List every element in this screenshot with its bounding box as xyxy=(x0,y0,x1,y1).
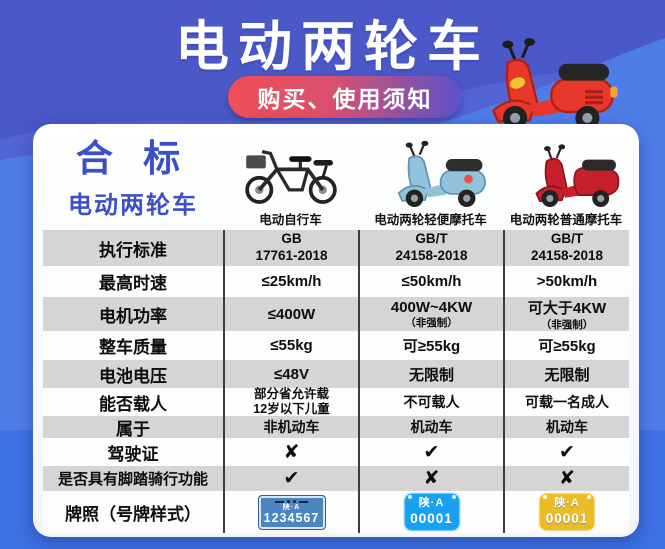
row-drivers-license: 驾驶证 ✘ ✔ ✔ xyxy=(43,438,629,466)
plate-serial: 00001 xyxy=(410,510,453,526)
cell-weight-ebike: ≤55kg xyxy=(223,331,358,360)
cell-speed-moped: ≤50km/h xyxy=(358,266,503,297)
plate-region: 陕·A xyxy=(554,497,580,510)
cell-note: （非强制） xyxy=(405,316,458,329)
badge-line2: 电动两轮车 xyxy=(68,191,198,219)
cell-standard-ebike: GB 17761-2018 xyxy=(223,230,358,266)
cell-passenger-motorcycle: 可载一名成人 xyxy=(503,388,629,416)
plate-screw xyxy=(407,495,412,499)
row-label: 能否载人 xyxy=(99,394,167,414)
row-category: 属于 非机动车 机动车 机动车 xyxy=(43,416,629,439)
comparison-table: 执行标准 GB 17761-2018 GB/T 24158-2018 GB/T … xyxy=(43,230,629,533)
vehicle-column-ebike: 电动自行车 xyxy=(223,130,358,228)
subtitle-text: 购买、使用须知 xyxy=(257,86,433,112)
row-label: 是否具有脚踏骑行功能 xyxy=(57,471,208,488)
cell-license-ebike: ✘ xyxy=(223,438,358,466)
cell-value: 400W~4KW xyxy=(390,298,473,316)
row-label: 牌照（号牌样式） xyxy=(65,504,201,524)
cell-license-motorcycle: ✔ xyxy=(503,438,629,466)
cell-category-ebike: 非机动车 xyxy=(223,416,358,438)
row-max-speed: 最高时速 ≤25km/h ≤50km/h >50km/h xyxy=(43,266,629,297)
row-label: 电池电压 xyxy=(99,366,167,386)
cell-license-moped: ✔ xyxy=(358,438,503,466)
plate-screw xyxy=(451,495,456,499)
plate-region: 陕·A xyxy=(418,497,445,510)
compliance-badge: 合 标 电动两轮车 xyxy=(43,138,223,220)
row-label: 电机功率 xyxy=(99,306,167,326)
cell-voltage-ebike: ≤48V xyxy=(223,360,358,388)
cell-value: 可大于4KW xyxy=(527,299,607,317)
cell-pedal-moped: ✘ xyxy=(358,466,503,491)
cell-voltage-motorcycle: 无限制 xyxy=(503,360,629,388)
cell-speed-motorcycle: >50km/h xyxy=(503,266,629,297)
comparison-card: 合 标 电动两轮车 电动自行车 xyxy=(33,124,639,537)
row-label: 属于 xyxy=(116,419,150,439)
plate-screw xyxy=(587,495,591,499)
cell-plate-ebike: 陕·A 1234567 xyxy=(223,491,358,533)
cell-passenger-moped: 不可载人 xyxy=(358,388,503,416)
row-vehicle-weight: 整车质量 ≤55kg 可≥55kg 可≥55kg xyxy=(43,331,629,360)
vehicle-column-light-moped: 电动两轮轻便摩托车 xyxy=(358,130,503,228)
cell-weight-moped: 可≥55kg xyxy=(358,331,503,360)
vehicle-name: 电动自行车 xyxy=(259,213,322,227)
row-motor-power: 电机功率 ≤400W 400W~4KW （非强制） 可大于4KW （非强制） xyxy=(43,297,629,331)
cell-note: （非强制） xyxy=(540,318,594,331)
subtitle-ribbon: 购买、使用须知 xyxy=(228,76,462,118)
row-standard: 执行标准 GB 17761-2018 GB/T 24158-2018 GB/T … xyxy=(43,230,629,266)
badge-line1: 合 标 xyxy=(75,138,191,179)
plate-serial: 00001 xyxy=(545,510,589,526)
plate-mounting-marks xyxy=(275,499,308,504)
license-plate-yellow: 陕·A 00001 xyxy=(538,492,596,532)
cell-weight-motorcycle: 可≥55kg xyxy=(503,331,629,360)
vehicle-name: 电动两轮普通摩托车 xyxy=(509,213,623,227)
plate-screw xyxy=(543,495,547,499)
cell-passenger-ebike: 部分省允许载 12岁以下儿童 xyxy=(223,387,358,416)
cell-voltage-moped: 无限制 xyxy=(358,360,503,388)
cell-standard-moped: GB/T 24158-2018 xyxy=(358,230,503,266)
motorcycle-image xyxy=(535,144,620,207)
electric-bicycle-image xyxy=(244,150,337,204)
plate-serial: 1234567 xyxy=(263,510,320,525)
page-title: 电动两轮车 xyxy=(175,17,490,77)
license-plate-azure: 陕·A 00001 xyxy=(402,492,461,532)
cell-pedal-ebike: ✔ xyxy=(223,466,358,491)
row-license-plate: 牌照（号牌样式） 陕·A 1234567 陕·A 00001 xyxy=(43,491,629,533)
cell-category-motorcycle: 机动车 xyxy=(503,416,629,438)
cell-plate-motorcycle: 陕·A 00001 xyxy=(503,491,629,533)
vehicle-header-row: 电动自行车 电动两轮轻便摩托车 xyxy=(223,130,629,228)
plate-region: 陕·A xyxy=(282,504,301,512)
license-plate-blue: 陕·A 1234567 xyxy=(257,494,326,530)
row-passengers: 能否载人 部分省允许载 12岁以下儿童 不可载人 可载一名成人 xyxy=(43,387,629,416)
cell-standard-motorcycle: GB/T 24158-2018 xyxy=(503,230,629,266)
cell-power-motorcycle: 可大于4KW （非强制） xyxy=(503,297,629,331)
row-label: 驾驶证 xyxy=(107,444,159,464)
row-label: 整车质量 xyxy=(99,338,167,357)
row-label: 执行标准 xyxy=(99,240,167,260)
cell-power-ebike: ≤400W xyxy=(223,297,358,331)
red-scooter-illustration xyxy=(491,38,618,130)
light-moped-image xyxy=(397,140,486,207)
cell-category-moped: 机动车 xyxy=(358,416,503,438)
cell-speed-ebike: ≤25km/h xyxy=(223,266,358,297)
cell-power-moped: 400W~4KW （非强制） xyxy=(358,297,503,331)
row-battery-voltage: 电池电压 ≤48V 无限制 无限制 xyxy=(43,360,629,388)
row-pedal-function: 是否具有脚踏骑行功能 ✔ ✘ ✘ xyxy=(43,466,629,491)
vehicle-name: 电动两轮轻便摩托车 xyxy=(374,213,487,227)
cell-pedal-motorcycle: ✘ xyxy=(503,466,629,491)
row-label: 最高时速 xyxy=(99,274,167,293)
cell-plate-moped: 陕·A 00001 xyxy=(358,491,503,533)
vehicle-column-motorcycle: 电动两轮普通摩托车 xyxy=(503,130,629,228)
